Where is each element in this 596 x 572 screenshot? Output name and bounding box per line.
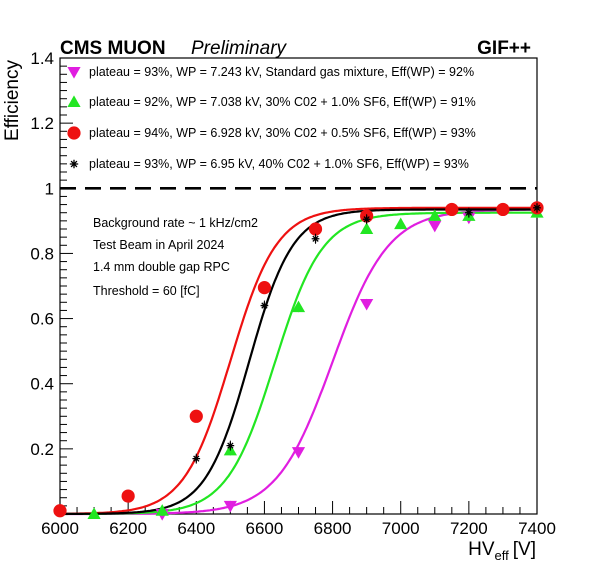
preliminary-label: Preliminary xyxy=(191,38,288,59)
data-point xyxy=(291,447,306,459)
data-point xyxy=(308,222,323,236)
legend-marker xyxy=(67,126,81,140)
fit-curves xyxy=(60,206,537,516)
data-point xyxy=(533,203,541,212)
x-tick-label: 6000 xyxy=(41,519,79,538)
data-point xyxy=(226,441,235,450)
data-point xyxy=(428,209,442,221)
annotation-text: Background rate ~ 1 kHz/cm2 xyxy=(93,216,258,230)
data-point xyxy=(155,504,169,516)
x-axis-title-unit: [V] xyxy=(513,539,536,560)
x-tick-label: 6400 xyxy=(177,519,215,538)
legend-entry: plateau = 92%, WP = 7.038 kV, 30% C02 + … xyxy=(89,95,476,109)
data-point xyxy=(223,500,237,513)
experiment-label: CMS MUON xyxy=(60,38,166,59)
x-axis-title-sub: eff xyxy=(495,548,510,563)
legend-entry: plateau = 93%, WP = 7.243 kV, Standard g… xyxy=(89,65,474,79)
data-point xyxy=(260,301,269,310)
y-tick-label: 0.2 xyxy=(30,440,54,459)
fit-curve xyxy=(60,206,537,515)
annotations: Background rate ~ 1 kHz/cm2 Test Beam in … xyxy=(93,216,258,298)
y-tick-label: 1 xyxy=(45,179,54,198)
legend-marker xyxy=(67,67,81,79)
data-point xyxy=(53,504,67,518)
legend-marker xyxy=(67,95,81,107)
annotation-text: Threshold = 60 [fC] xyxy=(93,284,200,298)
y-tick-label: 1.2 xyxy=(30,114,54,133)
y-tick-label: 0.8 xyxy=(30,244,54,263)
facility-label: GIF++ xyxy=(477,38,531,59)
x-tick-label: 6200 xyxy=(109,519,147,538)
data-point xyxy=(465,208,473,217)
data-point xyxy=(445,202,459,217)
data-points xyxy=(53,201,544,521)
data-point xyxy=(362,215,371,224)
y-tick-label: 0.6 xyxy=(30,310,54,329)
x-axis-title-main: HV xyxy=(468,539,495,560)
x-tick-label: 7200 xyxy=(450,519,488,538)
data-point xyxy=(360,222,374,234)
legend-marker xyxy=(69,159,79,169)
fit-curve xyxy=(60,208,537,516)
data-point xyxy=(311,234,320,243)
data-point xyxy=(121,489,135,503)
legend-entry: plateau = 93%, WP = 6.95 kV, 40% C02 + 1… xyxy=(89,157,469,171)
data-point xyxy=(428,220,442,233)
data-point xyxy=(257,281,272,295)
data-point xyxy=(360,298,374,311)
fit-curve xyxy=(60,208,537,515)
x-tick-label: 6600 xyxy=(246,519,284,538)
data-point xyxy=(189,409,203,423)
y-axis-title: Efficiency xyxy=(2,60,23,141)
data-point xyxy=(394,217,408,230)
data-point xyxy=(291,300,306,313)
data-point xyxy=(87,507,101,519)
fit-curve xyxy=(60,211,537,516)
x-tick-label: 7400 xyxy=(518,519,556,538)
data-point xyxy=(496,202,510,217)
legend: plateau = 93%, WP = 7.243 kV, Standard g… xyxy=(67,65,476,171)
axis-ticks: 6000 6200 6400 6600 6800 7000 7200 7400 0.2 0.4 0.… xyxy=(30,49,556,538)
annotation-text: 1.4 mm double gap RPC xyxy=(93,260,230,274)
x-axis-title: HVeff [V] xyxy=(468,539,536,563)
x-tick-label: 7000 xyxy=(382,519,420,538)
y-tick-label: 0.4 xyxy=(30,375,54,394)
legend-entry: plateau = 94%, WP = 6.928 kV, 30% C02 + … xyxy=(89,126,476,140)
annotation-text: Test Beam in April 2024 xyxy=(93,238,224,252)
x-tick-label: 6800 xyxy=(314,519,352,538)
data-point xyxy=(192,454,201,463)
y-tick-label: 1.4 xyxy=(30,49,54,68)
